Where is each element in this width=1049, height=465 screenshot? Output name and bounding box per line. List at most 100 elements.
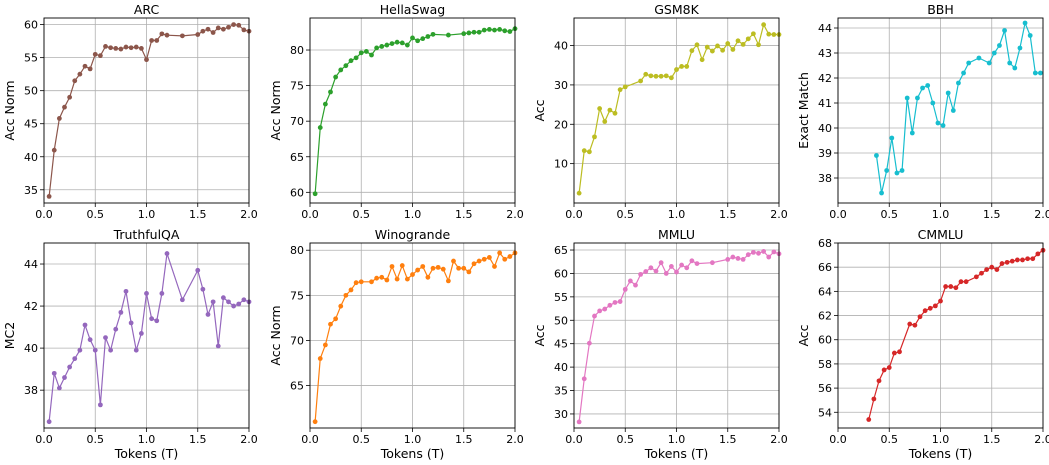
data-point: [935, 120, 941, 126]
data-point: [927, 305, 933, 311]
series-line: [314, 28, 516, 194]
data-point: [945, 90, 951, 96]
data-point: [891, 350, 897, 356]
data-point: [179, 33, 185, 39]
data-point: [648, 265, 654, 271]
data-point: [159, 31, 165, 37]
data-point: [886, 365, 892, 370]
y-tick-label: 45: [554, 338, 568, 351]
data-point: [328, 89, 333, 95]
data-point: [502, 256, 508, 262]
data-point: [663, 271, 669, 276]
data-point: [497, 250, 503, 256]
data-point: [643, 269, 649, 274]
x-tick-label: 2.0: [240, 208, 258, 221]
data-point: [715, 43, 720, 49]
y-tick-label: 39: [818, 147, 832, 160]
y-tick-label: 40: [818, 122, 832, 135]
x-tick-label: 0.5: [617, 433, 635, 446]
data-point: [771, 249, 777, 255]
data-point: [420, 36, 426, 42]
data-point: [694, 261, 700, 267]
data-point: [766, 31, 772, 37]
subplot-hellaswag: 0.0 0.5 1.0 1.5 2.0 60 65 70 75 80 HellaSwag Acc No…: [268, 2, 524, 221]
data-point: [476, 29, 482, 35]
data-point: [87, 66, 93, 72]
data-point: [897, 349, 902, 355]
data-point: [348, 287, 354, 293]
y-tick-label: 55: [24, 52, 38, 65]
series-line: [868, 249, 1044, 420]
data-point: [205, 26, 211, 32]
data-point: [674, 67, 679, 72]
data-point: [195, 267, 201, 273]
data-point: [633, 282, 638, 288]
y-tick-label: 35: [554, 385, 568, 398]
data-point: [876, 378, 882, 384]
data-point: [236, 301, 242, 307]
y-tick-label: 75: [290, 289, 304, 302]
data-point: [312, 191, 318, 197]
data-point: [699, 57, 705, 63]
data-point: [476, 258, 482, 264]
y-tick-label: 62: [818, 310, 832, 323]
data-point: [164, 251, 170, 256]
data-point: [399, 40, 405, 46]
data-point: [730, 254, 736, 260]
data-point: [653, 73, 659, 79]
data-point: [363, 49, 369, 54]
data-point: [989, 264, 995, 270]
x-tick-label: 1.5: [983, 433, 1001, 446]
data-point: [97, 402, 103, 408]
data-point: [745, 36, 751, 42]
data-point: [138, 330, 144, 336]
data-point: [894, 170, 900, 176]
data-point: [481, 27, 487, 33]
data-point: [597, 308, 603, 314]
data-point: [879, 190, 884, 196]
data-point: [113, 45, 119, 51]
y-axis-label: Acc: [532, 324, 547, 346]
data-point: [425, 274, 431, 280]
data-point: [62, 104, 67, 110]
y-tick-label: 70: [290, 115, 304, 128]
data-point: [108, 45, 114, 51]
data-point: [144, 57, 149, 63]
subplot-title: BBH: [927, 2, 954, 17]
data-point: [756, 42, 761, 48]
x-tick-label: 1.5: [719, 433, 737, 446]
y-tick-label: 20: [554, 118, 568, 131]
data-point: [92, 51, 98, 57]
subplot-title: ARC: [134, 2, 160, 17]
y-tick-label: 40: [554, 361, 568, 374]
data-point: [415, 267, 421, 273]
data-point: [82, 63, 88, 69]
data-point: [622, 84, 628, 90]
data-point: [668, 264, 674, 269]
data-point: [907, 321, 913, 327]
data-point: [1014, 257, 1020, 263]
data-point: [67, 94, 73, 100]
y-tick-label: 44: [24, 258, 38, 271]
data-point: [97, 53, 103, 59]
x-tick-label: 0.0: [35, 208, 53, 221]
x-tick-label: 2.0: [506, 208, 524, 221]
x-tick-label: 2.0: [1034, 433, 1049, 446]
data-point: [92, 347, 98, 353]
data-point: [607, 302, 613, 308]
data-point: [617, 299, 623, 304]
x-tick-label: 2.0: [770, 433, 788, 446]
data-point: [956, 80, 961, 86]
x-tick-label: 1.0: [668, 208, 686, 221]
data-point: [138, 45, 144, 51]
series-line: [314, 251, 516, 422]
x-tick-label: 1.0: [932, 208, 950, 221]
data-point: [374, 275, 380, 281]
x-tick-label: 0.0: [565, 433, 583, 446]
x-axis-label: Tokens (T): [908, 446, 972, 461]
data-point: [689, 48, 695, 54]
data-point: [1022, 20, 1028, 26]
data-point: [612, 110, 618, 116]
data-point: [348, 58, 354, 64]
x-tick-label: 1.5: [455, 433, 473, 446]
